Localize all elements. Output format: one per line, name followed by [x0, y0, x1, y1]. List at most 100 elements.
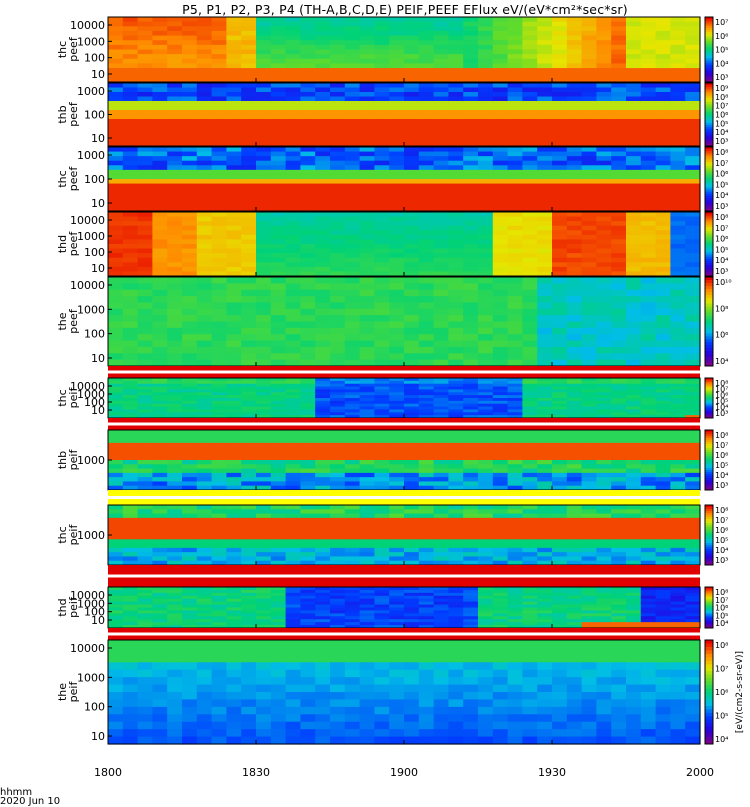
heatmap-cell: [685, 45, 700, 50]
heatmap-cell: [330, 92, 345, 97]
heatmap-cell: [611, 119, 626, 124]
heatmap-cell: [596, 456, 611, 461]
heatmap-cell: [522, 249, 537, 254]
heatmap-cell: [478, 54, 493, 59]
heatmap-cell: [478, 68, 493, 73]
heatmap-cell: [167, 514, 182, 519]
heatmap-cell: [315, 45, 330, 50]
heatmap-cell: [508, 147, 523, 152]
heatmap-cell: [522, 552, 537, 557]
heatmap-cell: [478, 59, 493, 64]
heatmap-cell: [360, 244, 375, 249]
heatmap-cell: [404, 258, 419, 263]
heatmap-cell: [108, 464, 123, 469]
heatmap-cell: [226, 235, 241, 240]
heatmap-cell: [582, 54, 597, 59]
heatmap-cell: [552, 170, 567, 175]
heatmap-cell: [315, 133, 330, 138]
heatmap-cell: [241, 539, 256, 544]
heatmap-cell: [374, 63, 389, 68]
heatmap-cell: [374, 353, 389, 360]
heatmap-cell: [389, 334, 404, 341]
heatmap-cell: [522, 83, 537, 88]
heatmap-cell: [611, 535, 626, 540]
heatmap-cell: [271, 556, 286, 561]
heatmap-cell: [167, 230, 182, 235]
heatmap-cell: [374, 267, 389, 272]
heatmap-cell: [537, 473, 552, 478]
heatmap-cell: [182, 341, 197, 348]
heatmap-cell: [197, 309, 212, 316]
colorbar-tick-label: 10⁶: [715, 111, 728, 120]
heatmap-cell: [389, 473, 404, 478]
heatmap-cell: [212, 165, 227, 170]
heatmap-cell: [641, 230, 656, 235]
heatmap-cell: [315, 464, 330, 469]
heatmap-cell: [552, 283, 567, 290]
heatmap-cell: [656, 514, 671, 519]
heatmap-cell: [123, 522, 138, 527]
colorbar-tick-label: 10⁷: [715, 441, 728, 450]
heatmap-cell: [212, 40, 227, 45]
heatmap-cell: [330, 45, 345, 50]
heatmap-cell: [138, 170, 153, 175]
heatmap-cell: [212, 221, 227, 226]
heatmap-cell: [182, 193, 197, 198]
colorbar-tick-label: 10³: [715, 202, 728, 211]
heatmap-cell: [374, 477, 389, 482]
heatmap-cell: [537, 179, 552, 184]
heatmap-cell: [448, 152, 463, 157]
heatmap-cell: [241, 92, 256, 97]
heatmap-cell: [656, 124, 671, 129]
heatmap-cell: [182, 119, 197, 124]
heatmap-cell: [138, 531, 153, 536]
heatmap-cell: [463, 50, 478, 55]
heatmap-cell: [123, 283, 138, 290]
heatmap-cell: [345, 45, 360, 50]
heatmap-cell: [448, 179, 463, 184]
heatmap-cell: [241, 556, 256, 561]
heatmap-cell: [567, 54, 582, 59]
heatmap-cell: [582, 439, 597, 444]
heatmap-cell: [197, 464, 212, 469]
heatmap-cell: [685, 110, 700, 115]
heatmap-cell: [315, 322, 330, 329]
heatmap-cell: [389, 235, 404, 240]
heatmap-cell: [493, 40, 508, 45]
heatmap-cell: [478, 184, 493, 189]
heatmap-cell: [434, 253, 449, 258]
heatmap-cell: [138, 36, 153, 41]
heatmap-cell: [641, 174, 656, 179]
heatmap-cell: [138, 115, 153, 120]
heatmap-cell: [596, 434, 611, 439]
heatmap-cell: [108, 283, 123, 290]
heatmap-cell: [611, 110, 626, 115]
heatmap-cell: [404, 165, 419, 170]
heatmap-cell: [330, 328, 345, 335]
heatmap-cell: [212, 539, 227, 544]
heatmap-cell: [108, 217, 123, 222]
heatmap-cell: [552, 451, 567, 456]
heatmap-cell: [552, 147, 567, 152]
heatmap-cell: [226, 253, 241, 258]
heatmap-cell: [582, 531, 597, 536]
heatmap-cell: [552, 522, 567, 527]
heatmap-cell: [419, 179, 434, 184]
heatmap-cell: [656, 539, 671, 544]
heatmap-cell: [108, 302, 123, 309]
heatmap-cell: [330, 124, 345, 129]
heatmap-cell: [286, 514, 301, 519]
heatmap-cell: [508, 439, 523, 444]
heatmap-cell: [656, 473, 671, 478]
heatmap-cell: [197, 518, 212, 523]
heatmap-cell: [108, 439, 123, 444]
heatmap-cell: [123, 83, 138, 88]
heatmap-cell: [478, 188, 493, 193]
heatmap-cell: [508, 179, 523, 184]
heatmap-cell: [463, 262, 478, 267]
heatmap-cell: [641, 54, 656, 59]
heatmap-cell: [360, 137, 375, 142]
heatmap-cell: [685, 258, 700, 263]
heatmap-cell: [330, 443, 345, 448]
